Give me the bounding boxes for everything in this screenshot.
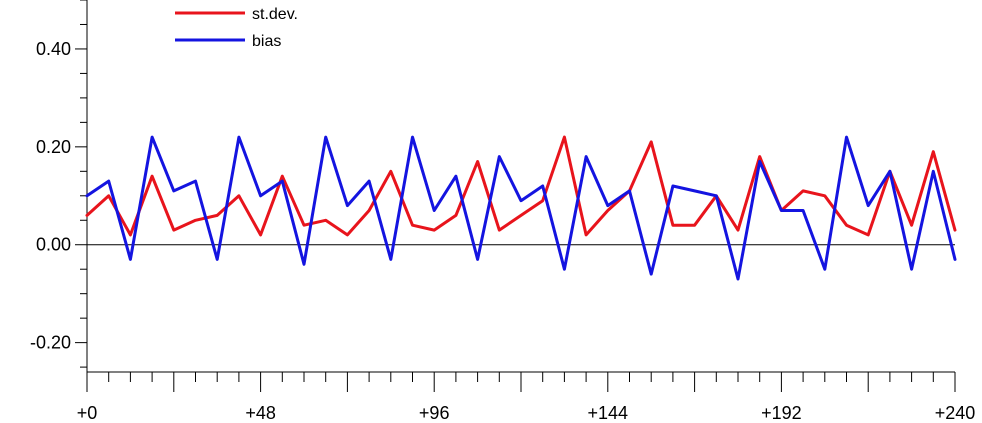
legend-label: bias bbox=[252, 33, 281, 50]
x-tick-label: +240 bbox=[935, 403, 976, 423]
x-tick-label: +48 bbox=[245, 403, 276, 423]
series-line-bias bbox=[85, 135, 957, 281]
legend: st.dev. bias bbox=[175, 6, 298, 50]
x-tick-label: +0 bbox=[77, 403, 98, 423]
legend-label: st.dev. bbox=[252, 6, 298, 23]
y-tick-label: 0.20 bbox=[36, 137, 71, 157]
y-tick-label: 0.00 bbox=[36, 235, 71, 255]
y-tick-label: -0.20 bbox=[30, 333, 71, 353]
x-tick-label: +144 bbox=[588, 403, 629, 423]
series-layer bbox=[85, 135, 957, 281]
axes: -0.20 0.00 0.20 0.40 +0 +48 +96 +144 +192 +240 bbox=[30, 0, 975, 423]
x-tick-label: +96 bbox=[419, 403, 450, 423]
y-tick-label: 0.40 bbox=[36, 39, 71, 59]
x-tick-label: +192 bbox=[761, 403, 802, 423]
series-line-st-dev bbox=[85, 135, 957, 237]
